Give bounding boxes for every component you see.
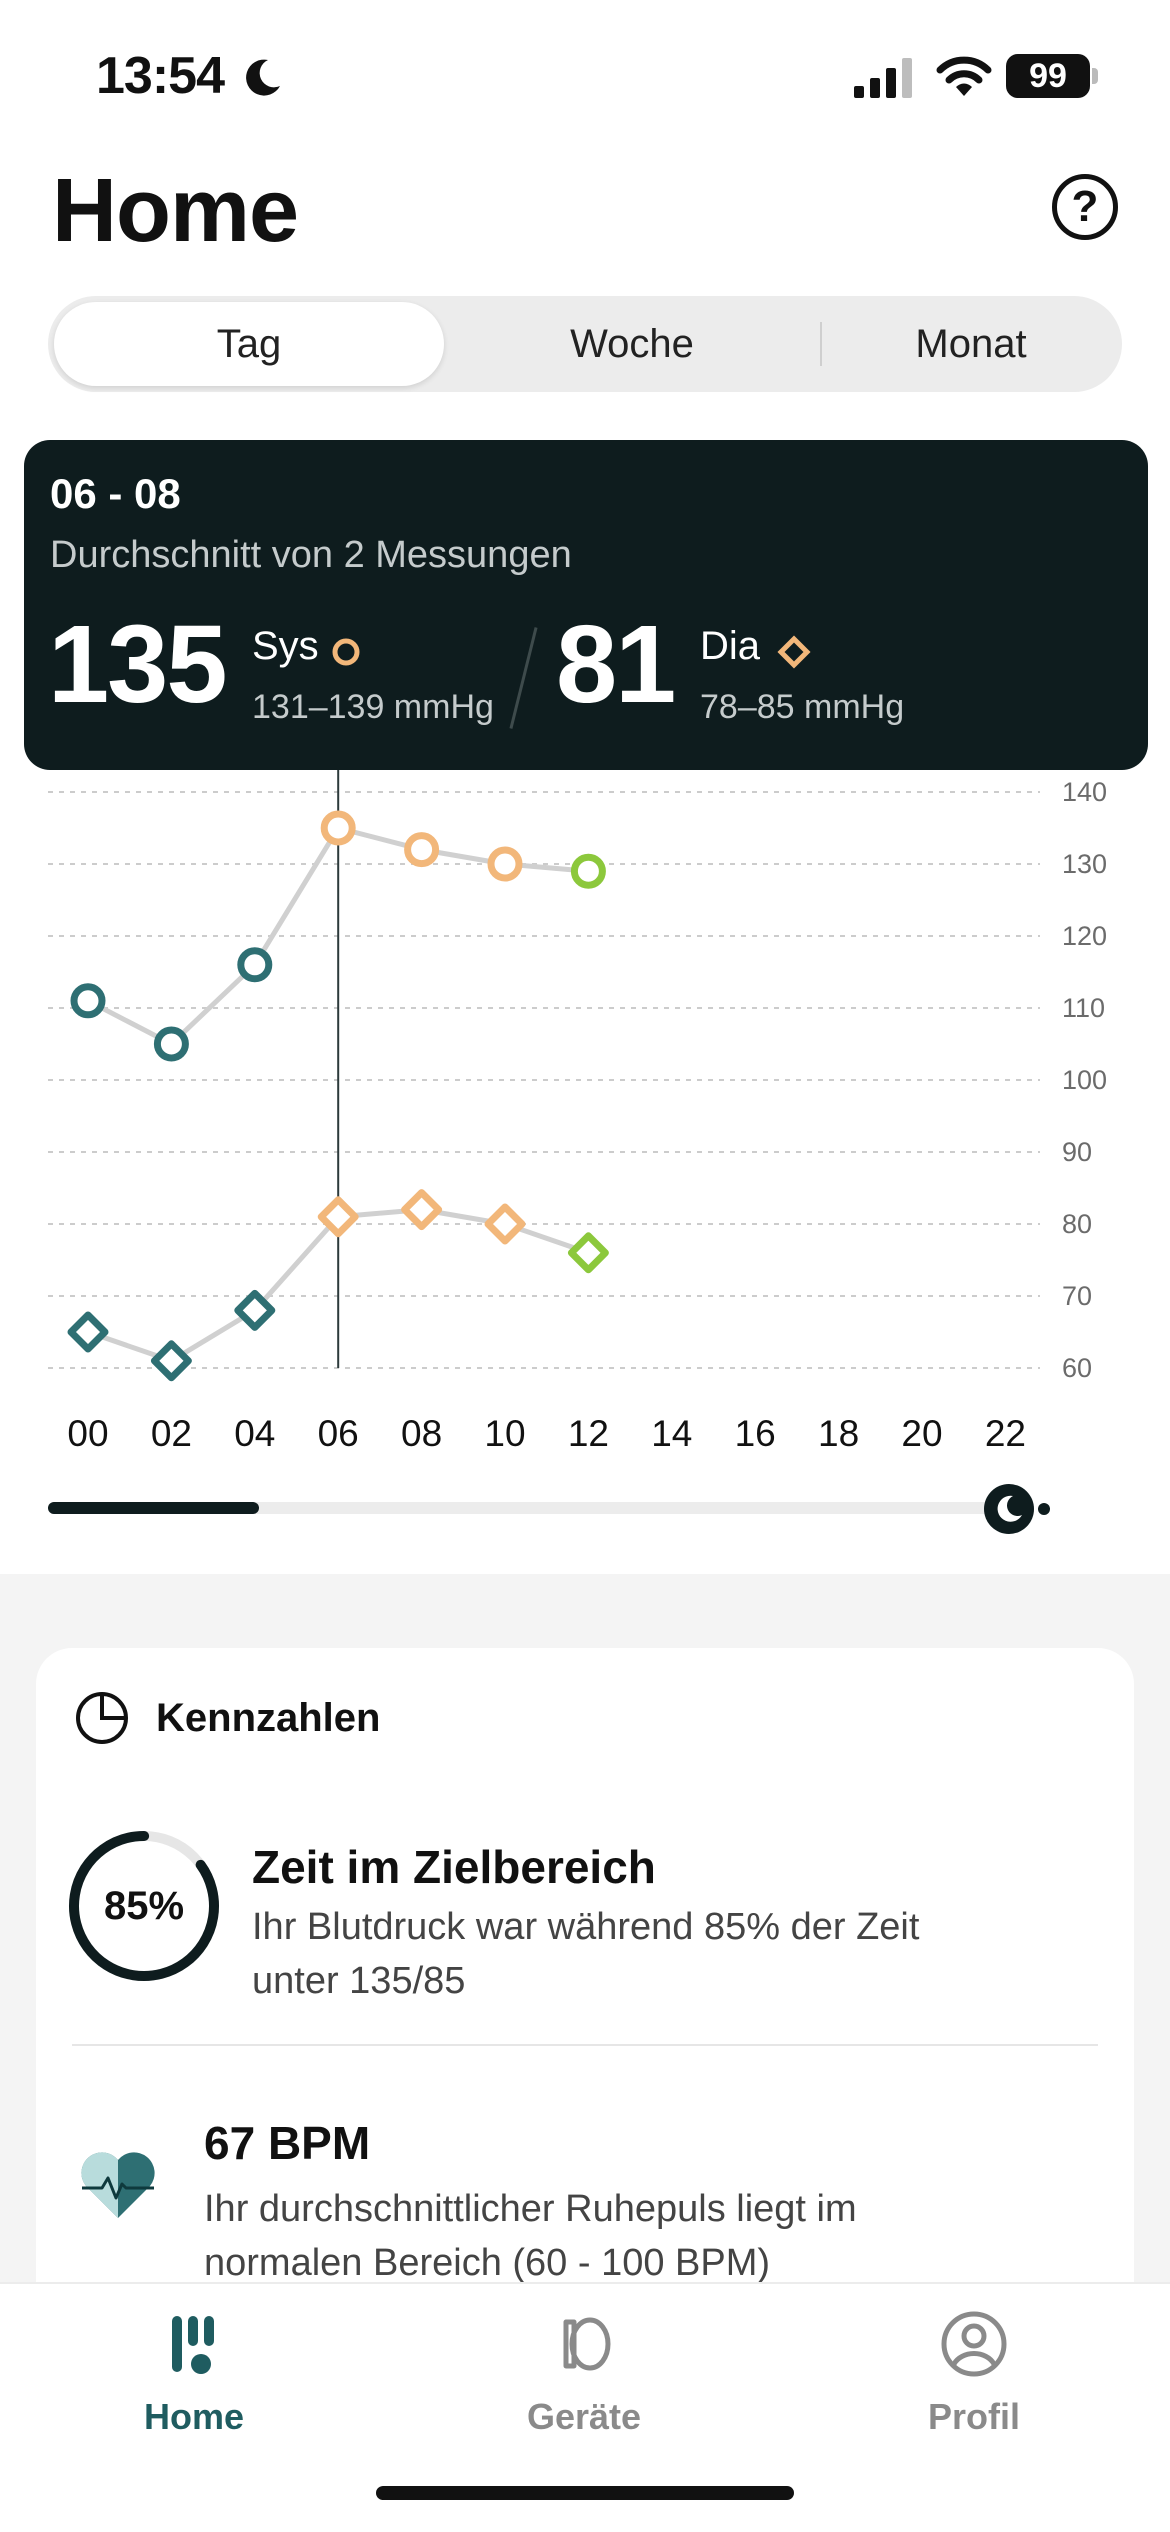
diastolic-point — [234, 1289, 276, 1331]
y-tick-label: 140 — [1062, 777, 1107, 807]
heart-pulse-icon — [81, 2152, 155, 2218]
home-bars-icon — [172, 2316, 214, 2374]
tab-woche[interactable]: Woche — [570, 322, 694, 366]
systolic-point — [153, 1026, 189, 1062]
y-tick-label: 130 — [1062, 849, 1107, 879]
x-tick-label: 02 — [151, 1413, 192, 1450]
battery-tip — [1092, 68, 1098, 84]
y-tick-label: 100 — [1062, 1065, 1107, 1095]
diastolic-point — [67, 1311, 109, 1353]
nav-item-geraete[interactable]: Geräte — [434, 2284, 734, 2464]
target-description-line-2: unter 135/85 — [252, 1960, 466, 2002]
target-ring-chart — [68, 1831, 219, 1981]
y-tick-label: 110 — [1062, 993, 1105, 1023]
x-tick-label: 18 — [818, 1413, 859, 1450]
measurement-subtitle: Durchschnitt von 2 Messungen — [50, 534, 572, 576]
nav-label-geraete: Geräte — [526, 2396, 642, 2437]
systolic-value: 135 — [48, 603, 228, 726]
target-title: Zeit im Zielbereich — [252, 1841, 656, 1893]
pulse-title: 67 BPM — [204, 2117, 371, 2169]
battery-level: 99 — [1006, 54, 1090, 98]
cellular-signal-icon — [854, 58, 912, 98]
systolic-point — [487, 846, 523, 882]
timeline-slider-fill — [48, 1502, 259, 1514]
x-tick-label: 10 — [484, 1413, 525, 1450]
tab-monat[interactable]: Monat — [915, 322, 1027, 366]
card-divider — [72, 2044, 1098, 2046]
y-tick-label: 70 — [1062, 1281, 1092, 1311]
x-tick-label: 04 — [234, 1413, 275, 1450]
wifi-icon — [936, 56, 992, 96]
x-tick-label: 22 — [985, 1413, 1026, 1450]
y-tick-label: 90 — [1062, 1137, 1092, 1167]
selected-measurement-card: 06 - 08 Durchschnitt von 2 Messungen 135… — [24, 440, 1148, 770]
pulse-description-line-1: Ihr durchschnittlicher Ruhepuls liegt im — [204, 2188, 857, 2230]
y-tick-label: 80 — [1062, 1209, 1092, 1239]
period-tabs: Tag Woche Monat — [48, 296, 1122, 392]
systolic-point — [320, 810, 356, 846]
page-title: Home — [52, 161, 299, 261]
status-time: 13:54 — [96, 47, 225, 105]
x-tick-label: 16 — [735, 1413, 776, 1450]
diastolic-range: 78–85 mmHg — [700, 688, 905, 726]
profile-icon — [941, 2311, 1007, 2377]
kennzahlen-title: Kennzahlen — [156, 1696, 381, 1740]
systolic-point — [237, 947, 273, 983]
systolic-circle-icon — [332, 638, 360, 666]
device-cuff-icon — [563, 2317, 611, 2371]
nav-item-home[interactable]: Home — [44, 2284, 344, 2464]
y-tick-label: 60 — [1062, 1353, 1092, 1383]
target-description-line-1: Ihr Blutdruck war während 85% der Zeit — [252, 1906, 920, 1948]
diastolic-point — [401, 1189, 443, 1231]
target-ring-progress — [68, 1831, 219, 1981]
timeline-slider-end — [1038, 1503, 1050, 1515]
kennzahlen-card: Kennzahlen 85% Zeit im Zielbereich Ihr B… — [36, 1648, 1134, 2348]
question-mark-icon: ? — [1071, 182, 1099, 231]
systolic-point — [570, 853, 606, 889]
systolic-point — [70, 983, 106, 1019]
nav-item-profil[interactable]: Profil — [824, 2284, 1124, 2464]
time-range: 06 - 08 — [50, 470, 181, 517]
systolic-range: 131–139 mmHg — [252, 688, 494, 726]
diastolic-point — [567, 1232, 609, 1274]
diastolic-value: 81 — [556, 603, 676, 726]
tab-tag[interactable]: Tag — [54, 302, 444, 386]
x-tick-label: 08 — [401, 1413, 442, 1450]
blood-pressure-chart[interactable]: 140 130 120 110 100 90 80 70 60 00 02 04 06 08 10 12 14 1… — [0, 770, 1170, 1450]
diastolic-diamond-icon — [777, 635, 811, 669]
night-moon-icon — [997, 1495, 1022, 1522]
diastolic-point — [150, 1340, 192, 1382]
tab-divider — [820, 322, 822, 366]
home-indicator — [376, 2486, 794, 2500]
x-tick-label: 20 — [901, 1413, 942, 1450]
timeline-slider-handle[interactable] — [984, 1484, 1034, 1534]
nav-label-profil: Profil — [927, 2396, 1020, 2437]
y-tick-label: 120 — [1062, 921, 1107, 951]
help-button[interactable]: ? — [1052, 174, 1118, 240]
x-tick-label: 14 — [651, 1413, 692, 1450]
x-tick-label: 12 — [568, 1413, 609, 1450]
diastolic-label: Dia — [700, 624, 761, 668]
pie-chart-icon — [76, 1692, 128, 1744]
nav-label-home: Home — [143, 2396, 245, 2437]
diastolic-point — [317, 1196, 359, 1238]
systolic-point — [404, 832, 440, 868]
status-bar: 13:54 99 — [0, 0, 1170, 150]
value-separator — [509, 627, 538, 729]
timeline-slider[interactable] — [48, 1502, 1006, 1514]
moon-icon — [246, 59, 280, 96]
target-percent: 85% — [103, 1884, 185, 1928]
diastolic-point — [484, 1203, 526, 1245]
pulse-description-line-2: normalen Bereich (60 - 100 BPM) — [204, 2242, 771, 2284]
x-tick-label: 06 — [318, 1413, 359, 1450]
systolic-label: Sys — [252, 624, 319, 668]
x-tick-label: 00 — [67, 1413, 108, 1450]
